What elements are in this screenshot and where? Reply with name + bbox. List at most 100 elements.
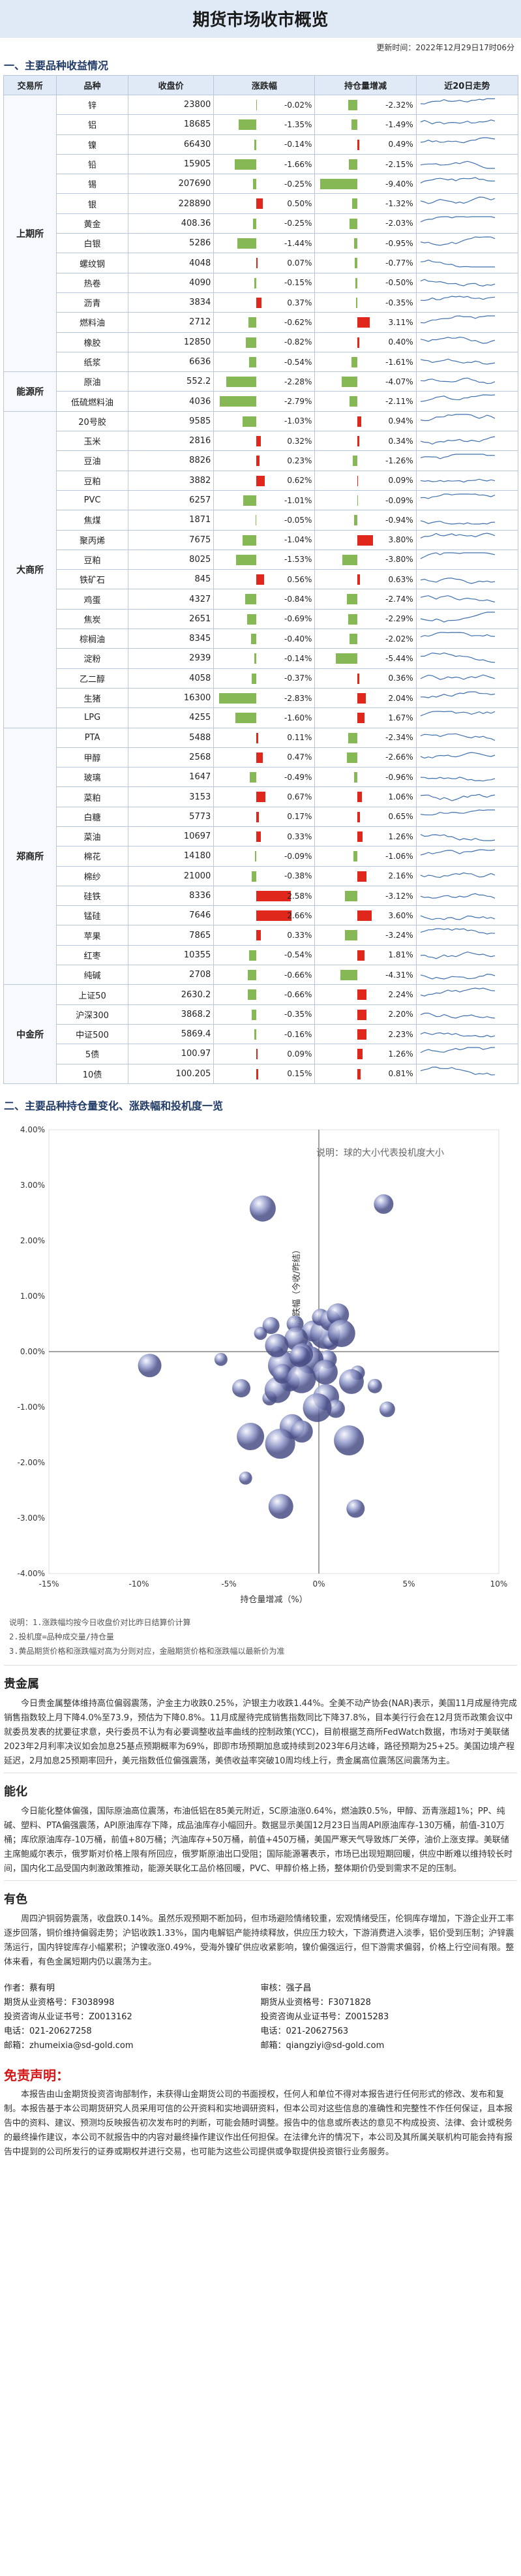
sparkline-path bbox=[420, 928, 495, 935]
table-row: 豆油 8826 0.23% -1.26% bbox=[4, 450, 519, 471]
table-row: 橡胶 12850 -0.82% 0.40% bbox=[4, 332, 519, 352]
change-value: -0.66% bbox=[284, 990, 312, 999]
change-value: 0.37% bbox=[287, 298, 312, 307]
change-cell: -0.66% bbox=[213, 984, 316, 1005]
trend-sparkline bbox=[415, 865, 519, 886]
oi-bar bbox=[357, 535, 373, 546]
product-name: 螺纹钢 bbox=[56, 253, 128, 273]
change-cell: -0.09% bbox=[213, 846, 316, 867]
change-cell: 0.67% bbox=[213, 786, 316, 807]
product-name: 玻璃 bbox=[56, 767, 128, 788]
y-tick-label: -1.00% bbox=[18, 1403, 45, 1412]
trend-sparkline bbox=[415, 767, 519, 788]
scatter-point bbox=[303, 1393, 332, 1422]
change-bar bbox=[256, 258, 258, 269]
table-row: 焦炭 2651 -0.69% -2.29% bbox=[4, 608, 519, 630]
product-name: 菜粕 bbox=[56, 786, 128, 807]
oi-bar bbox=[357, 673, 359, 684]
product-name: 锡 bbox=[56, 174, 128, 194]
change-bar bbox=[238, 119, 257, 131]
oi-change-cell: -2.02% bbox=[314, 628, 417, 649]
change-cell: 0.15% bbox=[213, 1063, 316, 1084]
oi-bar bbox=[320, 179, 358, 190]
change-cell: -0.35% bbox=[213, 1004, 316, 1025]
oi-bar bbox=[353, 851, 358, 862]
sparkline-path bbox=[420, 733, 495, 741]
change-bar bbox=[256, 1049, 258, 1060]
oi-change-cell: 1.67% bbox=[314, 707, 417, 728]
change-value: -0.40% bbox=[284, 634, 312, 644]
sparkline-path bbox=[420, 137, 495, 144]
sparkline-path bbox=[420, 915, 495, 920]
oi-value: -3.24% bbox=[385, 931, 413, 940]
close-price: 5286 bbox=[127, 233, 215, 254]
oi-value: -0.77% bbox=[385, 258, 413, 268]
oi-change-cell: -2.11% bbox=[314, 391, 417, 412]
oi-change-cell: 0.09% bbox=[314, 470, 417, 491]
product-name: 锰硅 bbox=[56, 905, 128, 926]
oi-value: 2.16% bbox=[388, 871, 413, 881]
sparkline-path bbox=[420, 691, 495, 698]
product-name: 菜油 bbox=[56, 826, 128, 847]
oi-change-cell: -5.44% bbox=[314, 648, 417, 669]
change-cell: 0.32% bbox=[213, 431, 316, 452]
oi-value: -2.32% bbox=[385, 100, 413, 110]
scatter-point bbox=[265, 1333, 289, 1358]
oi-value: 2.20% bbox=[388, 1010, 413, 1019]
trend-sparkline bbox=[415, 174, 519, 194]
oi-change-cell: -1.32% bbox=[314, 193, 417, 214]
oi-change-cell: 2.04% bbox=[314, 687, 417, 709]
change-bar bbox=[256, 910, 292, 922]
author-column: 作者：蔡有明 期货从业资格号：F3038998 投资咨询从业证书号：Z00131… bbox=[4, 1981, 261, 2053]
sparkline-path bbox=[420, 377, 495, 384]
sparkline-path bbox=[420, 177, 495, 183]
table-row: 菜粕 3153 0.67% 1.06% bbox=[4, 786, 519, 807]
x-tick-label: -15% bbox=[38, 1579, 59, 1589]
exchange-cell: 上期所 bbox=[3, 94, 57, 373]
change-value: 0.11% bbox=[287, 733, 312, 743]
oi-value: -4.07% bbox=[385, 377, 413, 386]
trend-sparkline bbox=[415, 905, 519, 926]
change-cell: 2.58% bbox=[213, 885, 316, 907]
scatter-point bbox=[290, 1420, 313, 1443]
change-bar bbox=[256, 475, 265, 486]
product-name: 低硫燃料油 bbox=[56, 391, 128, 412]
oi-change-cell: -1.61% bbox=[314, 351, 417, 373]
change-value: -0.54% bbox=[284, 950, 312, 960]
trend-sparkline bbox=[415, 846, 519, 867]
sparkline-path bbox=[420, 809, 495, 816]
product-name: 豆粕 bbox=[56, 549, 128, 570]
oi-bar bbox=[357, 436, 359, 447]
close-price: 3153 bbox=[127, 786, 215, 807]
product-name: 棉纱 bbox=[56, 865, 128, 886]
change-value: -0.02% bbox=[284, 100, 312, 110]
sparkline-path bbox=[420, 394, 495, 402]
close-price: 4058 bbox=[127, 668, 215, 689]
trend-sparkline bbox=[415, 925, 519, 946]
disclaimer-text: 本报告由山金期货投资咨询部制作，未获得山金期货公司的书面授权，任何人和单位不得对… bbox=[4, 2089, 513, 2157]
note-line-2: 2.投机度=品种成交量/持仓量 bbox=[9, 1632, 114, 1641]
table-row: 甲醇 2568 0.47% -2.66% bbox=[4, 747, 519, 768]
sparkline-path bbox=[420, 1031, 495, 1037]
change-cell: 0.47% bbox=[213, 747, 316, 768]
close-price: 4327 bbox=[127, 589, 215, 610]
close-price: 2712 bbox=[127, 312, 215, 333]
oi-change-cell: 0.81% bbox=[314, 1063, 417, 1084]
header-product: 品种 bbox=[56, 75, 128, 95]
change-cell: -0.05% bbox=[213, 510, 316, 531]
change-value: -1.35% bbox=[284, 119, 312, 129]
change-bar bbox=[251, 673, 257, 684]
oi-value: 2.04% bbox=[388, 693, 413, 703]
trend-sparkline bbox=[415, 489, 519, 511]
y-tick-label: 3.00% bbox=[20, 1181, 45, 1190]
change-cell: 0.37% bbox=[213, 292, 316, 313]
product-name: 镍 bbox=[56, 134, 128, 155]
oi-change-cell: -0.95% bbox=[314, 233, 417, 254]
change-value: 0.09% bbox=[287, 1049, 312, 1059]
oi-value: 3.60% bbox=[388, 910, 413, 920]
oi-value: -1.61% bbox=[385, 357, 413, 367]
block-text: 周四沪铜弱势震荡，收盘跌0.14%。虽然乐观预期不断加码，但市场避险情绪较重，宏… bbox=[4, 1914, 514, 1967]
table-row: 玻璃 1647 -0.49% -0.96% bbox=[4, 767, 519, 788]
change-value: 0.56% bbox=[287, 574, 312, 584]
sparkline-path bbox=[420, 236, 495, 246]
